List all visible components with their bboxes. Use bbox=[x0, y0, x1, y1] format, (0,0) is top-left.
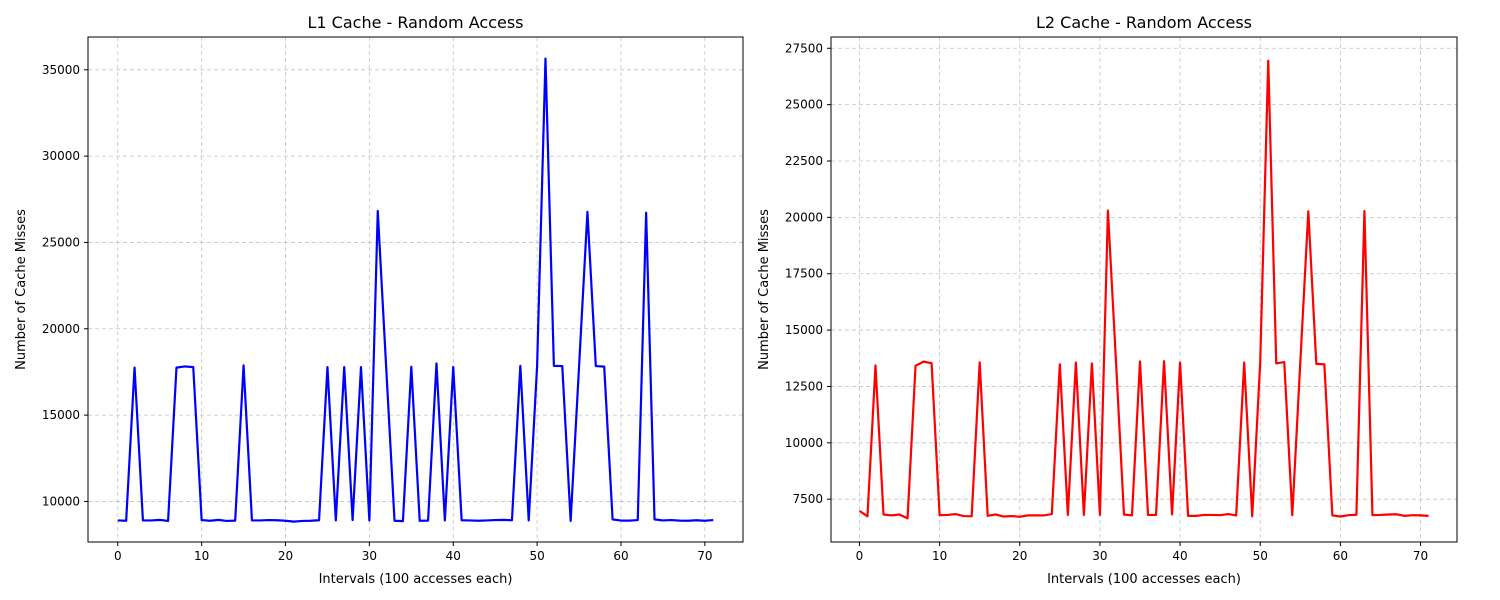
panel0-x-tick-label: 70 bbox=[697, 549, 712, 563]
chart-l2-cache: 0 10 20 30 40 50 60 70 7500 10000 12500 15000 17500 2… bbox=[757, 13, 1458, 587]
panel0-series-line bbox=[117, 57, 714, 523]
panel0-y-tick-label: 10000 bbox=[42, 494, 80, 508]
panel0-y-tick-label: 35000 bbox=[42, 63, 80, 77]
panel1-x-tick-label: 0 bbox=[856, 549, 864, 563]
panel1-y-tick-label: 22500 bbox=[785, 154, 823, 168]
panel0-x-tick-label: 0 bbox=[114, 549, 122, 563]
panel0-x-tick-label: 20 bbox=[278, 549, 293, 563]
panel0-x-tick-label: 30 bbox=[362, 549, 377, 563]
panel1-y-tick-label: 27500 bbox=[785, 41, 823, 55]
panel1-y-tick-label: 12500 bbox=[785, 379, 823, 393]
panel1-y-tick-label: 25000 bbox=[785, 98, 823, 112]
panel0-x-tick-label: 40 bbox=[446, 549, 461, 563]
panel0-plot-frame bbox=[87, 36, 744, 543]
panel1-chart-title: L2 Cache - Random Access bbox=[1036, 13, 1252, 32]
panel0-y-axis-label: Number of Cache Misses bbox=[14, 209, 29, 370]
panel1-x-tick-label: 50 bbox=[1253, 549, 1268, 563]
panel0-x-axis-label: Intervals (100 accesses each) bbox=[319, 572, 513, 587]
panel1-x-tick-label: 10 bbox=[932, 549, 947, 563]
chart-l1-cache: 0 10 20 30 40 50 60 70 10000 15000 20000 25000 30000… bbox=[14, 13, 744, 587]
panel0-y-tick-label: 25000 bbox=[42, 235, 80, 249]
panel1-y-tick-label: 15000 bbox=[785, 323, 823, 337]
panel1-series-line bbox=[858, 59, 1429, 520]
panel1-x-tick-label: 30 bbox=[1092, 549, 1107, 563]
panel1-x-tick-label: 60 bbox=[1333, 549, 1348, 563]
panel1-y-axis-label: Number of Cache Misses bbox=[757, 209, 772, 370]
panel1-x-tick-label: 40 bbox=[1172, 549, 1187, 563]
panel1-x-tick-label: 70 bbox=[1413, 549, 1428, 563]
panel0-x-tick-label: 60 bbox=[613, 549, 628, 563]
panel0-x-tick-label: 50 bbox=[529, 549, 544, 563]
panel1-x-axis-label: Intervals (100 accesses each) bbox=[1047, 572, 1241, 587]
panel0-y-tick-label: 15000 bbox=[42, 408, 80, 422]
panel1-y-tick-label: 17500 bbox=[785, 267, 823, 281]
panel1-x-tick-label: 20 bbox=[1012, 549, 1027, 563]
panel0-chart-title: L1 Cache - Random Access bbox=[308, 13, 524, 32]
panel0-y-tick-label: 20000 bbox=[42, 322, 80, 336]
panel0-x-tick-label: 10 bbox=[194, 549, 209, 563]
panel1-y-tick-label: 10000 bbox=[785, 436, 823, 450]
panel1-y-tick-label: 20000 bbox=[785, 210, 823, 224]
panel1-plot-frame bbox=[830, 36, 1458, 543]
panel1-y-tick-label: 7500 bbox=[792, 492, 823, 506]
panel0-y-tick-label: 30000 bbox=[42, 149, 80, 163]
